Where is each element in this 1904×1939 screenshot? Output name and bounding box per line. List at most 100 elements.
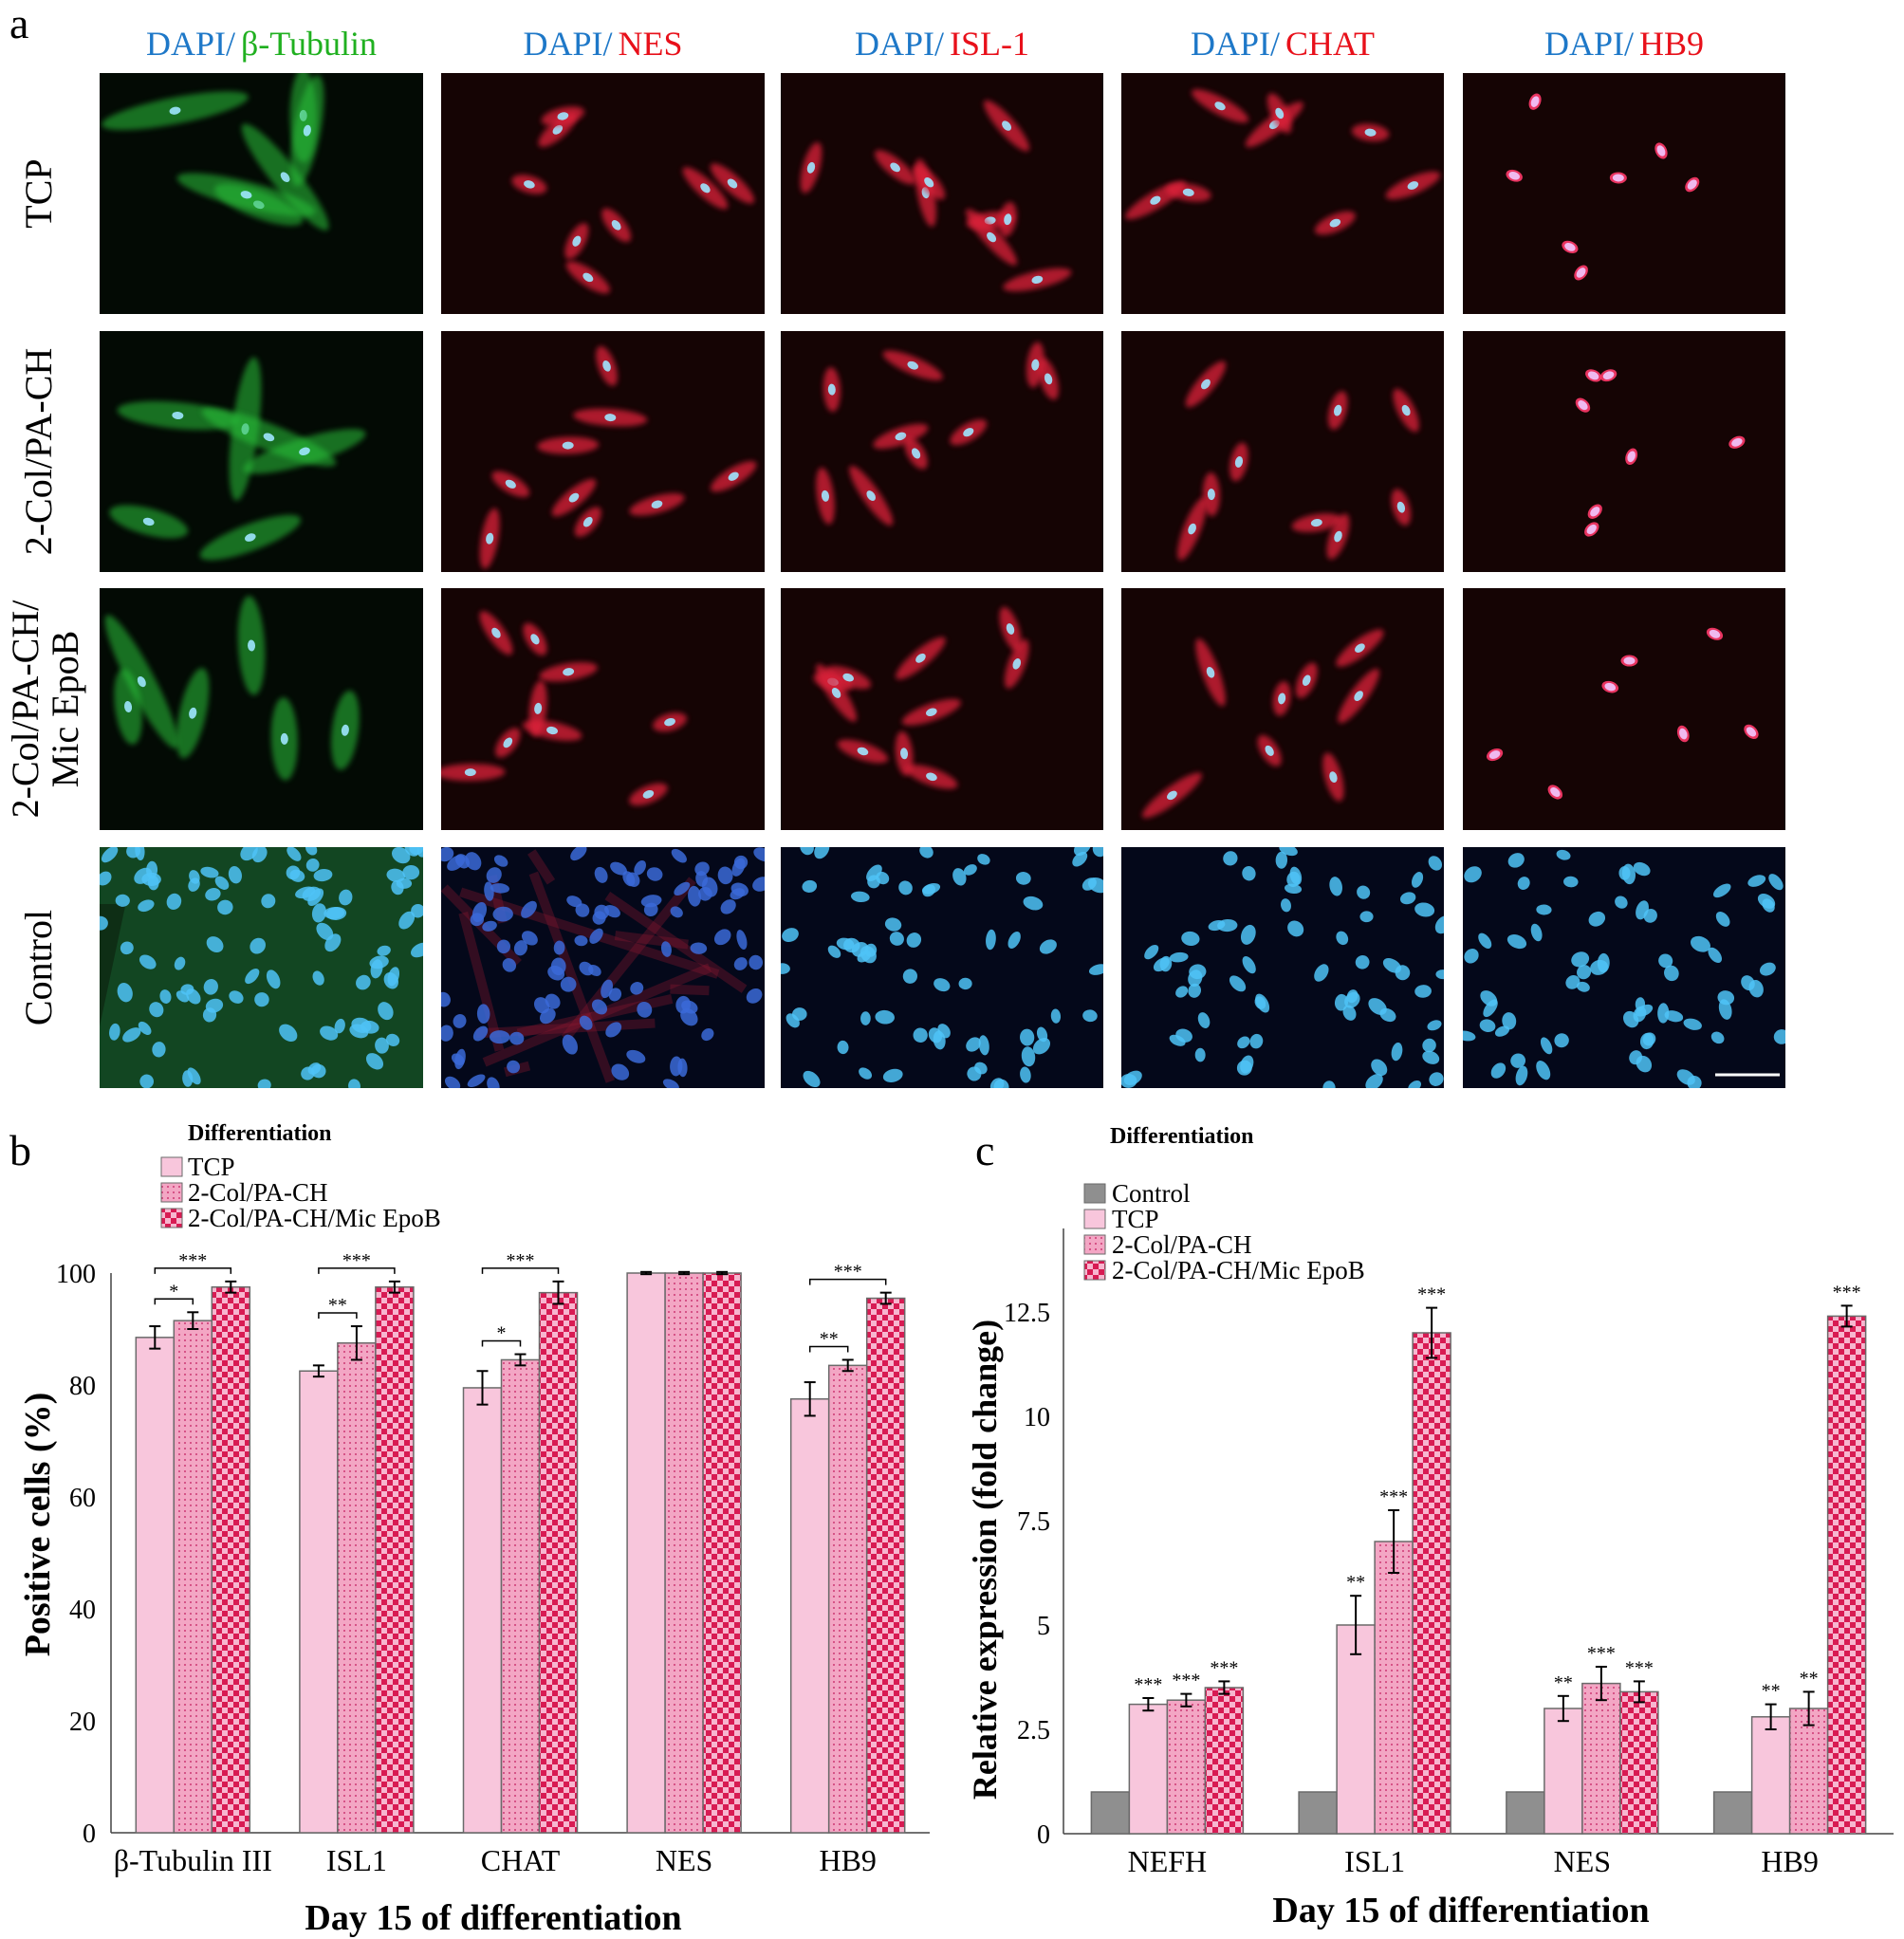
dapi-nucleus: [646, 867, 663, 881]
dapi-nucleus: [398, 911, 416, 930]
micrograph-panel: [100, 331, 423, 572]
dapi-nucleus: [138, 899, 155, 913]
red-fiber: [459, 887, 720, 979]
dapi-nucleus: [582, 516, 593, 527]
dapi-nucleus: [1254, 996, 1266, 1009]
dapi-nucleus: [860, 1011, 871, 1025]
significance-bracket: [318, 1267, 396, 1274]
column-header-marker: HB9: [1639, 25, 1704, 63]
legend-label: TCP: [1112, 1205, 1159, 1233]
column-header-prefix: DAPI/: [523, 25, 612, 63]
dapi-nucleus: [924, 177, 934, 188]
dapi-nucleus: [1604, 682, 1617, 692]
legend-swatch: [160, 1182, 183, 1203]
dapi-nucleus: [166, 893, 182, 911]
micrograph-content: [1486, 627, 1759, 800]
dapi-nucleus: [1411, 872, 1424, 888]
bar: [135, 1337, 176, 1834]
dapi-nucleus: [1144, 944, 1159, 960]
dapi-nucleus: [1507, 934, 1527, 950]
dapi-nucleus: [906, 933, 922, 948]
dapi-nucleus: [670, 1056, 683, 1077]
dapi-nucleus: [513, 940, 527, 956]
dapi-nucleus: [1175, 1028, 1192, 1043]
dapi-nucleus: [1656, 145, 1666, 157]
dapi-nucleus: [1435, 970, 1444, 980]
bar: [789, 1398, 830, 1834]
row-label: 2-Col/PA-CH: [17, 348, 60, 556]
dapi-nucleus: [727, 178, 738, 189]
dapi-nucleus: [1602, 371, 1615, 380]
significance-stars: ***: [178, 1250, 207, 1271]
dapi-nucleus: [305, 859, 320, 872]
dapi-nucleus: [1480, 990, 1498, 1006]
dapi-nucleus: [1329, 877, 1342, 896]
red-fiber: [614, 931, 689, 950]
dapi-nucleus: [733, 957, 748, 970]
bar: [500, 1358, 541, 1834]
dapi-nucleus: [1229, 975, 1247, 992]
bar: [173, 1320, 213, 1834]
micrograph-content: [1506, 93, 1700, 281]
dapi-nucleus: [312, 970, 324, 986]
legend-swatch: [1083, 1260, 1106, 1281]
dapi-nucleus: [189, 707, 197, 719]
dapi-nucleus: [453, 1014, 467, 1028]
dapi-nucleus: [913, 1027, 928, 1043]
dapi-nucleus: [464, 768, 476, 777]
dapi-nucleus: [467, 1074, 486, 1087]
dapi-nucleus: [1355, 643, 1365, 653]
legend-swatch: [1083, 1234, 1106, 1255]
dapi-nucleus: [217, 899, 233, 915]
dapi-nucleus: [205, 888, 221, 901]
dapi-nucleus: [605, 1022, 622, 1038]
dapi-nucleus: [1396, 501, 1406, 513]
red-fiber: [458, 911, 505, 1052]
dapi-nucleus: [1355, 955, 1370, 970]
dapi-nucleus: [402, 864, 420, 880]
dapi-nucleus: [100, 871, 112, 886]
micrograph-content: [102, 73, 329, 231]
micrograph-panel: [1121, 73, 1444, 314]
bar: [299, 1370, 339, 1834]
significance-stars: **: [1762, 1681, 1781, 1702]
dapi-nucleus: [1530, 923, 1543, 942]
dapi-nucleus: [934, 978, 951, 992]
micrograph-content: [479, 345, 757, 569]
micrograph-content: [104, 596, 360, 781]
dapi-nucleus: [1676, 1069, 1695, 1085]
dapi-nucleus: [245, 968, 260, 985]
significance-bracket: [481, 1339, 522, 1347]
dapi-nucleus: [1359, 911, 1374, 923]
dapi-nucleus: [1507, 853, 1525, 868]
dapi-nucleus: [563, 668, 575, 676]
dapi-nucleus: [365, 1053, 384, 1070]
column-header-prefix: DAPI/: [855, 25, 944, 63]
x-axis-title: Day 15 of differentiation: [1272, 1891, 1649, 1930]
dapi-nucleus: [1622, 1010, 1639, 1028]
dapi-nucleus: [1615, 896, 1628, 909]
dapi-nucleus: [323, 907, 345, 919]
dapi-nucleus: [1021, 1046, 1036, 1067]
dapi-nucleus: [987, 231, 997, 243]
dapi-nucleus: [186, 988, 201, 1005]
dapi-nucleus: [562, 441, 574, 450]
micrograph-content: [1463, 849, 1785, 1088]
dapi-nucleus: [560, 976, 577, 992]
dapi-nucleus: [200, 866, 219, 878]
dapi-nucleus: [589, 928, 603, 944]
panel-letter-c: c: [975, 1126, 994, 1174]
bar: [865, 1297, 906, 1834]
dapi-nucleus: [604, 905, 620, 918]
dapi-nucleus: [1334, 404, 1342, 416]
dapi-nucleus: [1004, 213, 1012, 226]
y-tick-label: 0: [83, 1819, 96, 1849]
dapi-nucleus: [149, 1002, 164, 1018]
dapi-nucleus: [1757, 894, 1776, 909]
legend-swatch: [160, 1156, 183, 1177]
dapi-nucleus: [967, 1066, 982, 1081]
dapi-nucleus: [1530, 96, 1540, 107]
bar: [1412, 1332, 1451, 1835]
dapi-nucleus: [1020, 1028, 1035, 1046]
dapi-nucleus: [1240, 924, 1256, 945]
